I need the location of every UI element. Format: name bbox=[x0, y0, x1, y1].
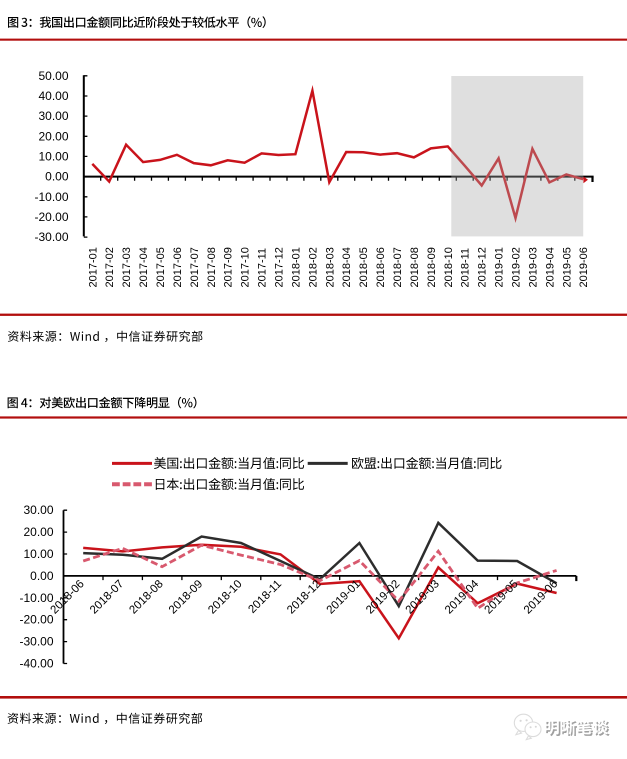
svg-text:-30.00: -30.00 bbox=[19, 635, 53, 649]
svg-text:10.00: 10.00 bbox=[23, 547, 53, 561]
svg-text:2019-06: 2019-06 bbox=[578, 247, 590, 287]
svg-text:2018-10: 2018-10 bbox=[443, 247, 455, 287]
svg-text:-40.00: -40.00 bbox=[19, 657, 53, 671]
svg-text:2019-02: 2019-02 bbox=[511, 247, 523, 287]
svg-text:2017-12: 2017-12 bbox=[274, 247, 286, 287]
svg-text:2018-02: 2018-02 bbox=[307, 247, 319, 287]
svg-text:20.00: 20.00 bbox=[38, 129, 68, 143]
svg-text:2018-11: 2018-11 bbox=[460, 248, 472, 288]
svg-text:2018-08: 2018-08 bbox=[409, 247, 421, 287]
svg-text:2018-12: 2018-12 bbox=[477, 247, 489, 287]
svg-text:30.00: 30.00 bbox=[23, 503, 53, 517]
svg-text:0.00: 0.00 bbox=[45, 170, 69, 184]
svg-text:2019-03: 2019-03 bbox=[527, 247, 539, 287]
svg-text:2017-05: 2017-05 bbox=[155, 247, 167, 287]
svg-text:0.00: 0.00 bbox=[30, 569, 54, 583]
svg-text:2017-11: 2017-11 bbox=[257, 248, 269, 288]
svg-text:2017-09: 2017-09 bbox=[223, 247, 235, 287]
svg-text:2018-04: 2018-04 bbox=[341, 247, 353, 287]
svg-text:2017-01: 2017-01 bbox=[87, 247, 99, 287]
svg-text:2019-01: 2019-01 bbox=[494, 247, 506, 287]
svg-text:-20.00: -20.00 bbox=[19, 613, 53, 627]
svg-text:40.00: 40.00 bbox=[38, 89, 68, 103]
svg-text:-20.00: -20.00 bbox=[34, 210, 68, 224]
svg-text:2017-06: 2017-06 bbox=[172, 247, 184, 287]
svg-text:2018-07: 2018-07 bbox=[392, 247, 404, 287]
svg-text:2017-04: 2017-04 bbox=[138, 247, 150, 287]
svg-text:10.00: 10.00 bbox=[38, 149, 68, 163]
svg-text:2019-05: 2019-05 bbox=[561, 247, 573, 287]
svg-text:2017-08: 2017-08 bbox=[206, 247, 218, 287]
svg-text:30.00: 30.00 bbox=[38, 109, 68, 123]
svg-text:2018-05: 2018-05 bbox=[358, 247, 370, 287]
svg-text:20.00: 20.00 bbox=[23, 525, 53, 539]
svg-text:-30.00: -30.00 bbox=[34, 230, 68, 244]
svg-text:2018-01: 2018-01 bbox=[290, 247, 302, 287]
svg-text:2018-09: 2018-09 bbox=[426, 247, 438, 287]
svg-text:-10.00: -10.00 bbox=[19, 591, 53, 605]
svg-text:2017-02: 2017-02 bbox=[104, 247, 116, 287]
svg-text:2017-07: 2017-07 bbox=[189, 247, 201, 287]
svg-text:-10.00: -10.00 bbox=[34, 190, 68, 204]
svg-text:2018-03: 2018-03 bbox=[324, 247, 336, 287]
svg-text:50.00: 50.00 bbox=[38, 69, 68, 83]
svg-text:2017-03: 2017-03 bbox=[121, 247, 133, 287]
svg-text:2017-10: 2017-10 bbox=[240, 247, 252, 287]
svg-text:2019-04: 2019-04 bbox=[544, 247, 556, 287]
svg-text:2018-06: 2018-06 bbox=[375, 247, 387, 287]
